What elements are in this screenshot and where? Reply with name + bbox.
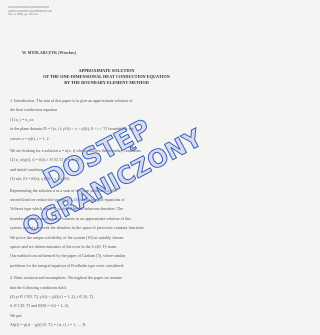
text-line: system, namely we seek the densities in … [10,225,145,231]
text-line: (4) γi ∈ C¹[0, T], γ1(t) < γ2(t) (i = 1,… [10,294,94,299]
text-line: Aij(t) = γi(t) − γj(t) [0, T], = [τi, t]… [10,322,87,328]
title-line: OF THE ONE-DIMENSIONAL HEAT CONDUCTION E… [43,74,170,79]
page: ZASTOSOWANIA MATEMATYKI APPLICATIONES MAT… [8,6,208,328]
journal-line: XX, 1 (1988), pp. 109-124 [8,13,38,17]
text-line: Our method was influenced by the paper o… [10,253,126,259]
text-line: and initial condition [10,166,43,172]
watermark: DOSTĘP OGRANICZONY [17,113,207,242]
text-line: Representing the solution u as a sum of … [10,187,117,193]
text-line: second kind we reduce the system (1)–(3)… [10,197,125,202]
text-line: boundary element method now consists in … [10,215,131,221]
title-line: BY THE BOUNDARY ELEMENT METHOD [64,80,149,85]
text-line: (1) u_t = u_xx [10,116,34,122]
text-line: We prove the unique solvability of the s… [10,234,124,240]
text-line: fi ∈ C[0, T] and f0(0) = 0 (i = 1, 2). [10,303,70,309]
journal-line: APPLICATIONES MATHEMATICAE [8,9,53,13]
title-line: APPROXIMATE SOLUTION [78,68,135,73]
text-line: 2. Basic notation and assumptions. Throu… [10,275,123,281]
text-line: Volterra type which are to be satisfied … [10,206,124,212]
text-line: that the following conditions hold: [10,284,67,290]
journal-line: ZASTOSOWANIA MATEMATYKI [8,6,49,9]
text-line: problems for the integral equation of Fr… [10,262,124,268]
text-line: the heat conduction equation [10,107,58,113]
text-line: We put [10,312,22,318]
text-line: in the plane domain D = {(x, t): γ1(t) <… [10,126,134,132]
text-line: spaces and we obtain estimates of the er… [10,244,118,249]
author: W. MYDLARCZYK (Wrocław) [22,50,77,55]
text-line: 1. Introduction. The aim of this paper i… [10,98,133,103]
text-line: We are looking for a solution u = u(x, t… [10,148,142,153]
text-line: (2) u_x(γi(t), t) = fi(t), t ∈ [0, T] (i… [10,157,79,163]
text-line: curves x = γi(t), i = 1, 2. [10,135,50,141]
text-line: (3) u(x, 0) = f0(x), γ1(0) < x < γ2(0). [10,176,71,182]
